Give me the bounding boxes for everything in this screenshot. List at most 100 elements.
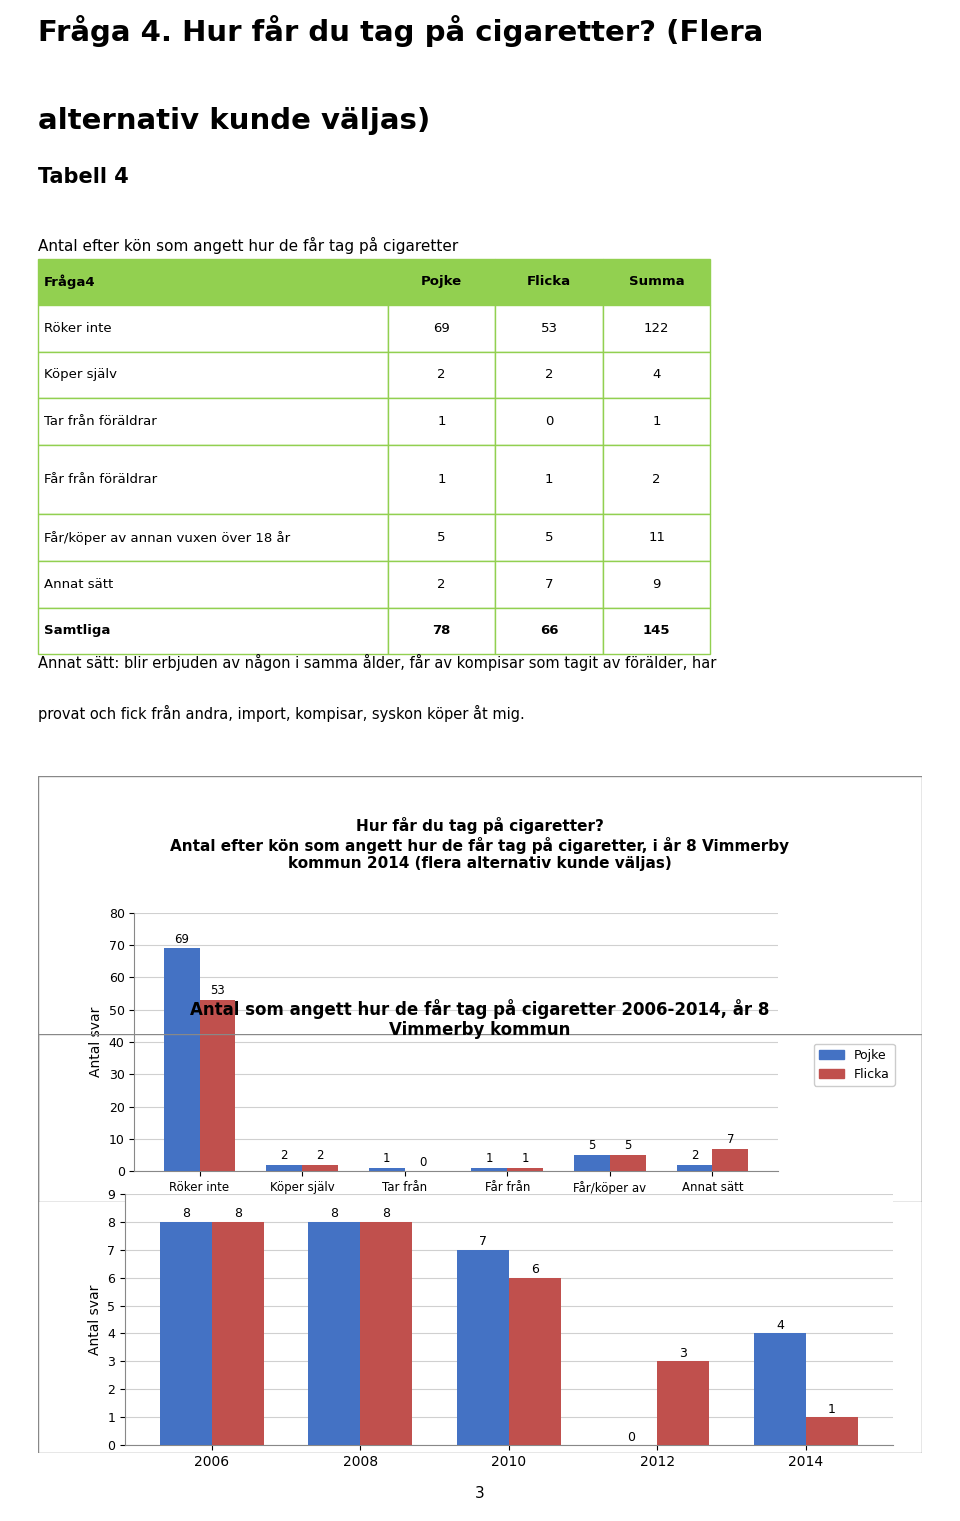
Text: Köper själv: Köper själv bbox=[44, 368, 117, 382]
Text: provat och fick från andra, import, kompisar, syskon köper åt mig.: provat och fick från andra, import, komp… bbox=[38, 706, 525, 722]
Text: Summa: Summa bbox=[629, 275, 684, 289]
Text: 53: 53 bbox=[540, 322, 558, 335]
Bar bbox=[302, 1165, 338, 1171]
Y-axis label: Antal svar: Antal svar bbox=[89, 1007, 103, 1077]
Text: Får/köper av annan vuxen över 18 år: Får/köper av annan vuxen över 18 år bbox=[44, 531, 290, 545]
Text: 5: 5 bbox=[438, 531, 445, 545]
Text: 1: 1 bbox=[438, 473, 445, 487]
Text: 0: 0 bbox=[419, 1156, 426, 1168]
Text: Får från föräldrar: Får från föräldrar bbox=[44, 473, 156, 487]
Text: 7: 7 bbox=[545, 578, 553, 590]
Bar bbox=[200, 999, 235, 1171]
Text: 69: 69 bbox=[433, 322, 450, 335]
Text: Tar från föräldrar: Tar från föräldrar bbox=[44, 415, 156, 427]
Bar bbox=[388, 444, 495, 514]
Text: 1: 1 bbox=[828, 1402, 836, 1416]
Bar bbox=[388, 561, 495, 607]
Bar bbox=[495, 351, 603, 399]
Bar bbox=[159, 1221, 212, 1445]
Text: 5: 5 bbox=[545, 531, 553, 545]
Text: 8: 8 bbox=[382, 1208, 391, 1220]
Bar bbox=[603, 561, 710, 607]
Text: 122: 122 bbox=[644, 322, 669, 335]
Text: 7: 7 bbox=[479, 1235, 487, 1249]
Text: 5: 5 bbox=[624, 1139, 632, 1153]
Text: 0: 0 bbox=[545, 415, 553, 427]
Text: Fråga4: Fråga4 bbox=[44, 275, 95, 289]
Bar bbox=[610, 1154, 646, 1171]
Text: 5: 5 bbox=[588, 1139, 595, 1153]
Text: 6: 6 bbox=[531, 1264, 539, 1276]
Bar bbox=[805, 1418, 858, 1445]
Text: Antal efter kön som angett hur de får tag på cigaretter: Antal efter kön som angett hur de får ta… bbox=[38, 236, 459, 254]
Text: 2: 2 bbox=[653, 473, 660, 487]
Bar bbox=[574, 1154, 610, 1171]
Bar bbox=[38, 399, 388, 444]
Bar bbox=[603, 351, 710, 399]
Bar bbox=[266, 1165, 302, 1171]
Bar bbox=[38, 444, 388, 514]
Bar bbox=[495, 561, 603, 607]
Text: Flicka: Flicka bbox=[527, 275, 571, 289]
Bar bbox=[754, 1334, 805, 1445]
Text: 2: 2 bbox=[280, 1150, 288, 1162]
Bar bbox=[38, 514, 388, 561]
Text: 69: 69 bbox=[174, 932, 189, 946]
Bar bbox=[677, 1165, 712, 1171]
Bar bbox=[212, 1221, 264, 1445]
Bar bbox=[507, 1168, 543, 1171]
Bar bbox=[388, 306, 495, 351]
Text: 1: 1 bbox=[653, 415, 660, 427]
Text: 8: 8 bbox=[330, 1208, 338, 1220]
Bar bbox=[388, 259, 495, 306]
Text: Annat sätt: Annat sätt bbox=[44, 578, 113, 590]
Text: 53: 53 bbox=[210, 984, 225, 998]
Bar bbox=[495, 399, 603, 444]
Text: 3: 3 bbox=[475, 1486, 485, 1501]
Text: 9: 9 bbox=[653, 578, 660, 590]
Bar bbox=[603, 259, 710, 306]
Text: 1: 1 bbox=[383, 1153, 391, 1165]
Bar bbox=[38, 306, 388, 351]
Bar bbox=[471, 1168, 507, 1171]
Bar bbox=[457, 1250, 509, 1445]
Text: Tabell 4: Tabell 4 bbox=[38, 167, 130, 187]
Text: 7: 7 bbox=[727, 1133, 734, 1145]
Bar bbox=[603, 514, 710, 561]
Bar bbox=[603, 607, 710, 654]
Bar bbox=[495, 259, 603, 306]
Bar bbox=[603, 306, 710, 351]
Text: 78: 78 bbox=[432, 624, 451, 637]
Text: 2: 2 bbox=[317, 1150, 324, 1162]
Text: 4: 4 bbox=[653, 368, 660, 382]
Text: 0: 0 bbox=[627, 1431, 636, 1443]
Bar bbox=[603, 399, 710, 444]
Bar bbox=[388, 399, 495, 444]
Bar bbox=[495, 514, 603, 561]
Text: 11: 11 bbox=[648, 531, 665, 545]
Text: 1: 1 bbox=[545, 473, 553, 487]
Bar bbox=[38, 351, 388, 399]
Bar bbox=[495, 607, 603, 654]
Text: Pojke: Pojke bbox=[421, 275, 462, 289]
Text: alternativ kunde väljas): alternativ kunde väljas) bbox=[38, 106, 431, 135]
Bar bbox=[308, 1221, 360, 1445]
Bar bbox=[38, 607, 388, 654]
Y-axis label: Antal svar: Antal svar bbox=[87, 1284, 102, 1355]
Text: 2: 2 bbox=[691, 1150, 698, 1162]
Text: 8: 8 bbox=[181, 1208, 190, 1220]
Bar bbox=[369, 1168, 405, 1171]
Text: Annat sätt: blir erbjuden av någon i samma ålder, får av kompisar som tagit av f: Annat sätt: blir erbjuden av någon i sam… bbox=[38, 654, 717, 671]
Text: 145: 145 bbox=[643, 624, 670, 637]
Bar bbox=[38, 561, 388, 607]
Text: Samtliga: Samtliga bbox=[44, 624, 110, 637]
Text: 8: 8 bbox=[233, 1208, 242, 1220]
Bar bbox=[388, 607, 495, 654]
Bar bbox=[388, 514, 495, 561]
Text: Fråga 4. Hur får du tag på cigaretter? (Flera: Fråga 4. Hur får du tag på cigaretter? (… bbox=[38, 15, 763, 47]
Text: Röker inte: Röker inte bbox=[44, 322, 111, 335]
Bar bbox=[509, 1278, 561, 1445]
Text: 66: 66 bbox=[540, 624, 559, 637]
Text: 3: 3 bbox=[680, 1348, 687, 1360]
Bar bbox=[712, 1148, 749, 1171]
